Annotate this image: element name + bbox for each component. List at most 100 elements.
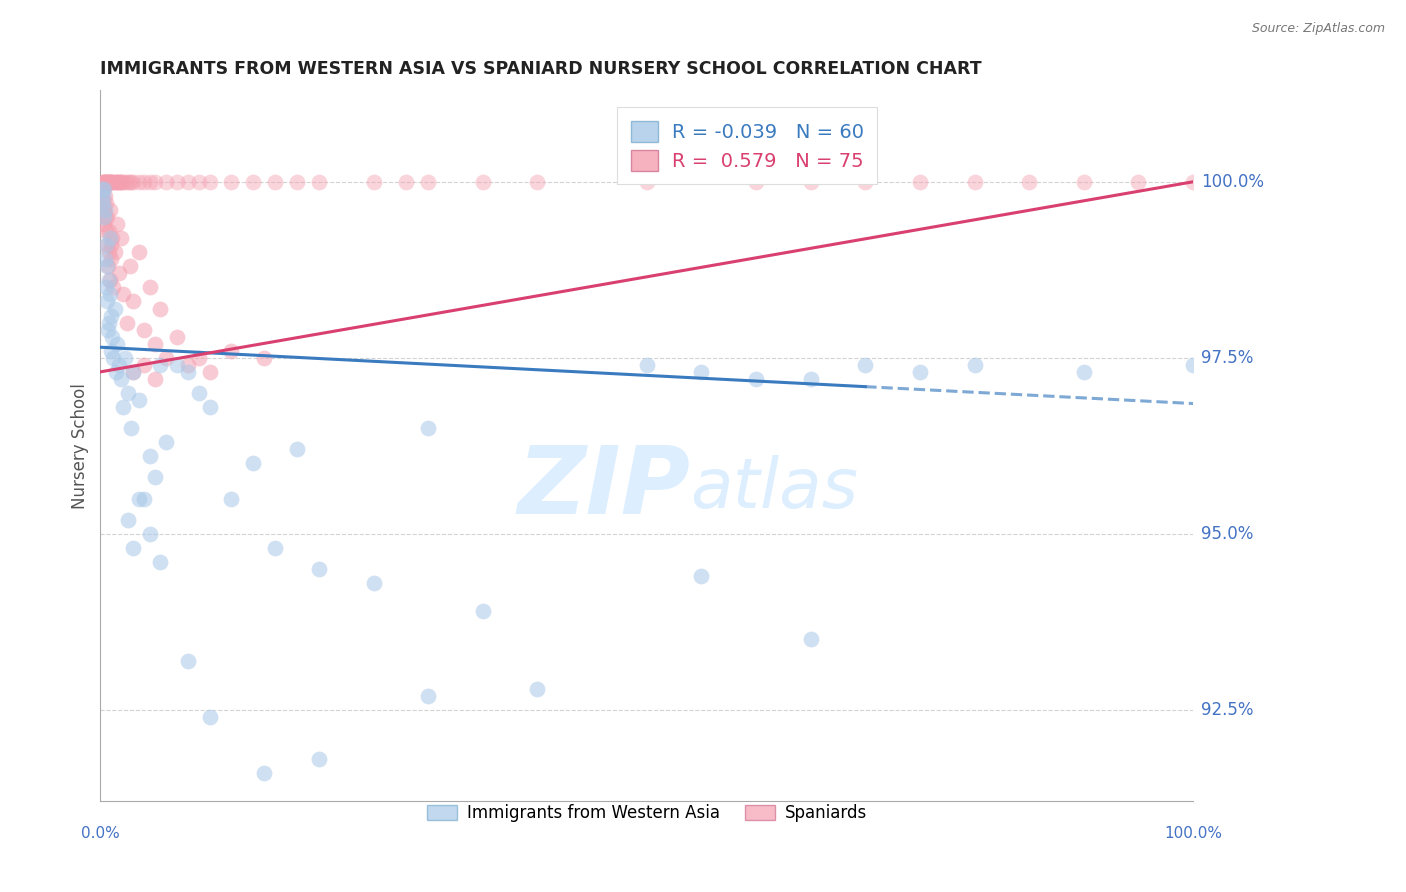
Text: 97.5%: 97.5% — [1202, 349, 1254, 367]
Point — [115, 316, 138, 330]
Point — [103, 301, 125, 316]
Point — [149, 358, 172, 372]
Point — [285, 175, 308, 189]
Point — [308, 175, 330, 189]
Point — [93, 202, 115, 217]
Point — [149, 301, 172, 316]
Point — [1128, 175, 1150, 189]
Point — [143, 470, 166, 484]
Point — [93, 175, 115, 189]
Point — [91, 195, 114, 210]
Point — [114, 351, 136, 365]
Point — [91, 182, 114, 196]
Point — [1182, 175, 1205, 189]
Point — [104, 175, 127, 189]
Y-axis label: Nursery School: Nursery School — [72, 383, 89, 508]
Point — [100, 343, 122, 358]
Point — [908, 175, 931, 189]
Point — [96, 175, 118, 189]
Point — [118, 260, 141, 274]
Text: ZIP: ZIP — [517, 442, 690, 534]
Point — [198, 175, 221, 189]
Point — [96, 238, 118, 252]
Legend: Immigrants from Western Asia, Spaniards: Immigrants from Western Asia, Spaniards — [420, 797, 873, 829]
Point — [108, 358, 131, 372]
Point — [96, 210, 118, 224]
Point — [138, 450, 160, 464]
Point — [94, 175, 117, 189]
Point — [221, 343, 243, 358]
Point — [264, 175, 287, 189]
Point — [94, 280, 117, 294]
Point — [93, 210, 115, 224]
Point — [132, 175, 155, 189]
Point — [100, 175, 122, 189]
Point — [96, 175, 118, 189]
Point — [308, 562, 330, 576]
Point — [93, 217, 115, 231]
Point — [128, 245, 150, 260]
Point — [118, 175, 141, 189]
Point — [418, 175, 440, 189]
Point — [363, 175, 385, 189]
Point — [963, 175, 986, 189]
Point — [105, 175, 128, 189]
Point — [96, 238, 118, 252]
Point — [418, 689, 440, 703]
Point — [97, 273, 120, 287]
Point — [198, 365, 221, 379]
Point — [108, 175, 131, 189]
Point — [908, 365, 931, 379]
Point — [91, 189, 114, 203]
Point — [98, 316, 121, 330]
Point — [242, 175, 264, 189]
Point — [98, 231, 121, 245]
Point — [177, 358, 200, 372]
Point — [636, 175, 658, 189]
Point — [100, 252, 122, 267]
Point — [526, 175, 548, 189]
Point — [166, 358, 188, 372]
Point — [1073, 175, 1095, 189]
Point — [111, 175, 134, 189]
Point — [221, 175, 243, 189]
Point — [187, 351, 209, 365]
Point — [104, 365, 127, 379]
Point — [96, 175, 118, 189]
Point — [122, 175, 145, 189]
Point — [963, 358, 986, 372]
Point — [155, 435, 177, 450]
Point — [132, 323, 155, 337]
Point — [93, 175, 115, 189]
Point — [110, 175, 132, 189]
Point — [115, 175, 138, 189]
Point — [97, 260, 120, 274]
Point — [94, 224, 117, 238]
Point — [187, 175, 209, 189]
Point — [96, 294, 118, 309]
Point — [97, 175, 120, 189]
Point — [93, 182, 115, 196]
Point — [264, 541, 287, 555]
Point — [96, 195, 118, 210]
Point — [853, 175, 876, 189]
Point — [155, 351, 177, 365]
Point — [138, 526, 160, 541]
Point — [177, 653, 200, 667]
Point — [1073, 365, 1095, 379]
Point — [112, 175, 135, 189]
Point — [122, 541, 145, 555]
Point — [91, 175, 114, 189]
Point — [120, 421, 142, 435]
Point — [138, 175, 160, 189]
Point — [98, 245, 121, 260]
Point — [108, 266, 131, 280]
Point — [253, 351, 276, 365]
Point — [93, 175, 115, 189]
Text: 92.5%: 92.5% — [1202, 701, 1254, 719]
Point — [198, 400, 221, 414]
Point — [128, 491, 150, 506]
Point — [143, 175, 166, 189]
Point — [745, 175, 768, 189]
Point — [471, 604, 494, 618]
